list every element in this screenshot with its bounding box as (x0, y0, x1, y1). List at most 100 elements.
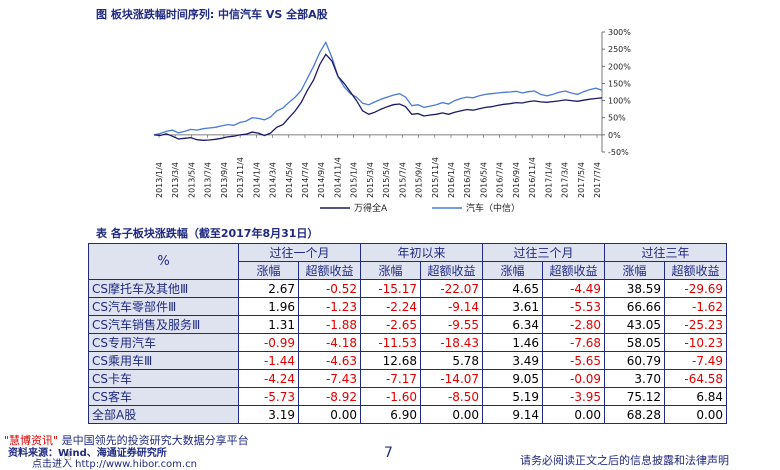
row-label: CS客车 (88, 387, 239, 406)
table-cell: 60.79 (604, 351, 666, 370)
x-tick-label: 2013/11/4 (236, 157, 245, 198)
y-tick-label: -50% (608, 148, 629, 157)
table-cell: 9.14 (482, 405, 544, 424)
table-cell: -4.49 (542, 279, 606, 298)
x-tick-label: 2013/5/4 (187, 162, 196, 198)
chart-title: 图 板块涨跌幅时间序列: 中信汽车 VS 全部A股 (96, 8, 328, 21)
table-cell: -1.23 (297, 297, 362, 316)
legal-notice: 请务必阅读正文之后的信息披露和法律声明 (520, 454, 729, 467)
table-cell: 6.84 (664, 387, 728, 406)
table-cell: -0.52 (297, 279, 362, 298)
table-title: 表 各子板块涨跌幅（截至2017年8月31日） (96, 227, 319, 240)
table-cell: -2.65 (360, 315, 422, 334)
table-cell: -7.68 (542, 333, 606, 352)
page-number: 7 (384, 445, 393, 461)
table-cell: -4.63 (297, 351, 362, 370)
promo-banner: "慧博资讯" 是中国领先的投资研究大数据分享平台 (4, 432, 249, 448)
table-cell: -29.69 (664, 279, 728, 298)
table-cell: -8.92 (297, 387, 362, 406)
table-subheader-row: 涨幅 超额收益 涨幅 超额收益 涨幅 超额收益 涨幅 超额收益 (89, 261, 728, 280)
sub-header: 涨幅 (238, 261, 299, 280)
series-line-1 (153, 40, 603, 136)
table-cell: 3.49 (482, 351, 544, 370)
table-cell: 58.05 (604, 333, 666, 352)
table-cell: -10.23 (664, 333, 728, 352)
table-cell: 1.31 (238, 315, 299, 334)
table-cell: -9.55 (420, 315, 484, 334)
table-cell: -18.43 (420, 333, 484, 352)
table-cell: 3.19 (238, 405, 299, 424)
series-line-0 (153, 53, 603, 141)
table-cell: -1.60 (360, 387, 422, 406)
hibor-link[interactable]: 点击进入 http://www.hibor.com.cn (32, 459, 197, 470)
x-tick-label: 2015/11/4 (431, 157, 440, 198)
y-tick-label: 200% (608, 62, 631, 71)
table-cell: 3.61 (482, 297, 544, 316)
table-row: CS乘用车Ⅲ -1.44 -4.63 12.68 5.78 3.49 -5.65 60.79-… (88, 351, 728, 370)
x-tick-label: 2014/11/4 (333, 157, 342, 198)
sub-header: 超额收益 (664, 261, 728, 280)
row-label: 全部A股 (88, 405, 239, 424)
x-tick-label: 2014/9/4 (317, 162, 326, 198)
x-tick-label: 2014/7/4 (301, 162, 310, 198)
corner-header: % (88, 243, 239, 280)
x-tick-label: 2013/3/4 (171, 162, 180, 198)
group-header: 年初以来 (360, 243, 484, 262)
x-tick-label: 2013/9/4 (220, 162, 229, 198)
table-cell: -2.80 (542, 315, 606, 334)
table-cell: -0.99 (238, 333, 299, 352)
promo-brand: "慧博资讯" (4, 434, 59, 447)
x-tick-label: 2016/7/4 (496, 162, 505, 198)
sub-header: 超额收益 (420, 261, 484, 280)
table-cell: -7.43 (297, 369, 362, 388)
table-cell: -4.18 (297, 333, 362, 352)
group-header: 过往三年 (604, 243, 728, 262)
table-cell: -3.95 (542, 387, 606, 406)
table-row: CS专用汽车 -0.99 -4.18 -11.53 -18.43 1.46 -7.68 58.… (88, 333, 728, 352)
promo-text: 是中国领先的投资研究大数据分享平台 (61, 434, 249, 447)
y-tick-label: 50% (608, 114, 626, 123)
table-cell: 38.59 (604, 279, 666, 298)
table-cell: -14.07 (420, 369, 484, 388)
row-label: CS摩托车及其他Ⅲ (88, 279, 239, 298)
row-label: CS汽车零部件Ⅲ (88, 297, 239, 316)
table-cell: 9.05 (482, 369, 544, 388)
table-cell: -7.17 (360, 369, 422, 388)
table-cell: 3.70 (604, 369, 666, 388)
y-tick-label: 0% (608, 131, 621, 140)
table-cell: -5.65 (542, 351, 606, 370)
table-row: CS客车 -5.73 -8.92 -1.60 -8.50 5.19 -3.95 75.12 6.… (88, 387, 728, 406)
table-cell: 5.19 (482, 387, 544, 406)
table-row: 全部A股 3.19 0.00 6.90 0.00 9.14 0.00 68.28 0.00 (88, 405, 728, 424)
table-cell: -7.49 (664, 351, 728, 370)
x-tick-label: 2016/1/4 (447, 162, 456, 198)
sub-header: 超额收益 (297, 261, 362, 280)
y-tick-label: 300% (608, 28, 631, 37)
line-chart: 300% 250% 200% 150% 100% 50% 0% -50% 2013/1/4 201… (153, 28, 631, 214)
x-tick-label: 2017/5/4 (577, 162, 586, 198)
table-cell: 75.12 (604, 387, 666, 406)
legend-label: 万得全A (354, 202, 388, 214)
table-row: CS汽车零部件Ⅲ 1.96 -1.23 -2.24 -9.14 3.61 -5.53 66.6… (88, 297, 728, 316)
x-tick-label: 2017/1/4 (544, 162, 553, 198)
group-header: 过往一个月 (237, 243, 362, 262)
table-cell: 1.46 (482, 333, 544, 352)
x-tick-label: 2015/7/4 (398, 162, 407, 198)
table-cell: 5.78 (420, 351, 484, 370)
table-cell: -15.17 (360, 279, 422, 298)
y-tick-label: 250% (608, 45, 631, 54)
sub-header: 超额收益 (542, 261, 606, 280)
group-header: 过往三个月 (482, 243, 606, 262)
table-cell: -5.53 (542, 297, 606, 316)
table-cell: 0.00 (664, 405, 728, 424)
sub-header: 涨幅 (360, 261, 422, 280)
legend-label: 汽车（中信） (466, 202, 520, 214)
table-cell: 0.00 (542, 405, 606, 424)
sub-header: 涨幅 (482, 261, 544, 280)
table-cell: -4.24 (238, 369, 299, 388)
x-tick-label: 2017/3/4 (561, 162, 570, 198)
x-tick-label: 2016/9/4 (512, 162, 521, 198)
row-label: CS汽车销售及服务Ⅲ (88, 315, 239, 334)
table-cell: -1.88 (297, 315, 362, 334)
y-tick-label: 150% (608, 79, 631, 88)
